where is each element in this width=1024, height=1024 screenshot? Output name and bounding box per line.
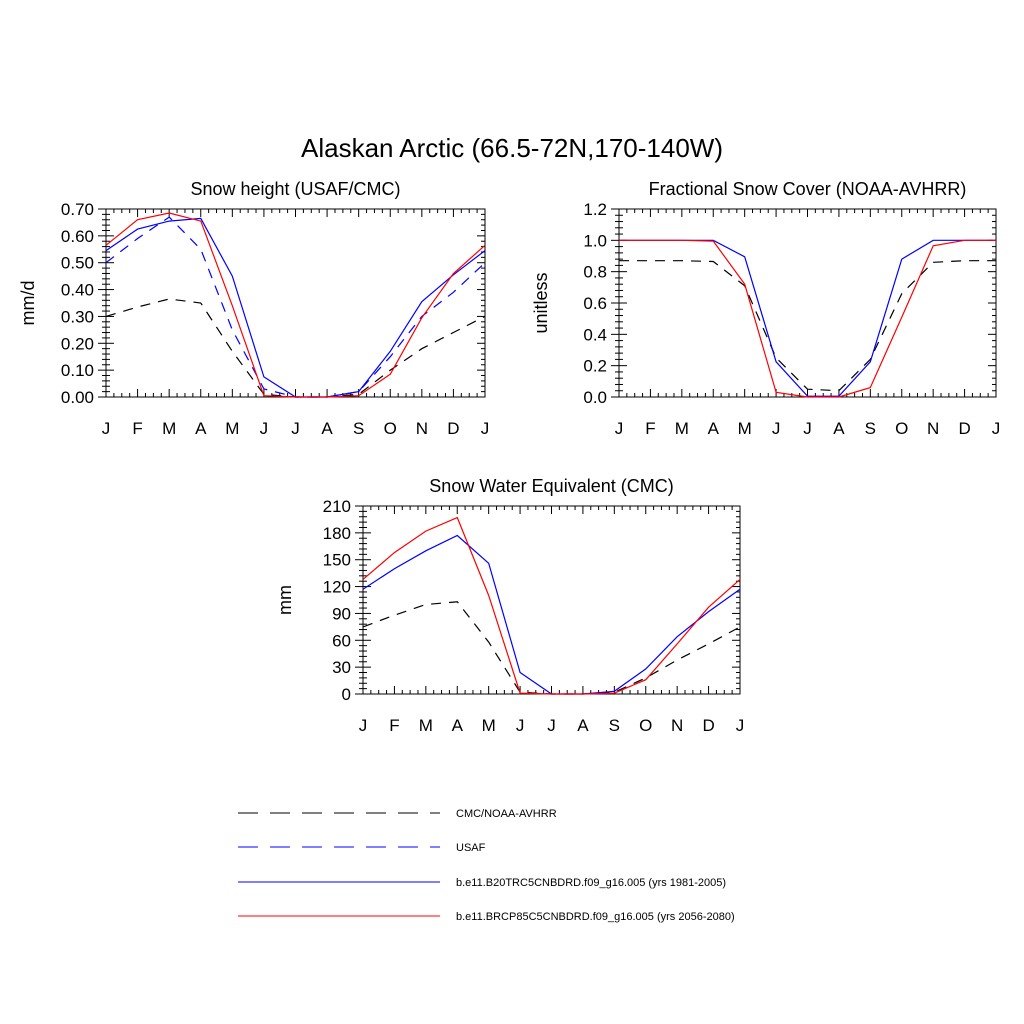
y-axis-label: mm/d <box>18 281 38 326</box>
x-tick-label: A <box>577 716 589 735</box>
x-tick-label: J <box>260 419 269 438</box>
y-tick-label: 1.0 <box>583 231 607 250</box>
x-tick-label: F <box>389 716 399 735</box>
x-tick-label: J <box>516 716 525 735</box>
x-tick-label: M <box>482 716 496 735</box>
x-tick-label: J <box>102 419 111 438</box>
x-tick-label: J <box>291 419 300 438</box>
x-tick-label: J <box>736 716 745 735</box>
series-line <box>619 239 996 397</box>
y-tick-label: 0 <box>342 685 351 704</box>
snow-cover-panel: Fractional Snow Cover (NOAA-AVHRR) unitle… <box>531 179 1000 438</box>
legend-item-cmc: CMC/NOAA-AVHRR <box>238 808 557 820</box>
y-tick-label: 150 <box>323 551 351 570</box>
panel-title: Snow Water Equivalent (CMC) <box>429 476 673 496</box>
y-tick-label: 0.30 <box>61 307 94 326</box>
y-tick-label: 120 <box>323 578 351 597</box>
legend: CMC/NOAA-AVHRR USAF b.e11.B20TRC5CNBDRD.f0… <box>238 808 735 923</box>
y-tick-label: 90 <box>332 604 351 623</box>
plot-frame <box>618 208 997 398</box>
legend-label: b.e11.BRCP85C5CNBDRD.f09_g16.005 (yrs 20… <box>456 911 735 923</box>
x-tick-label: A <box>833 419 845 438</box>
legend-label: USAF <box>456 842 486 854</box>
x-tick-label: O <box>384 419 397 438</box>
x-tick-label: A <box>708 419 720 438</box>
legend-item-future: b.e11.BRCP85C5CNBDRD.f09_g16.005 (yrs 20… <box>238 911 735 923</box>
y-tick-label: 0.8 <box>583 263 607 282</box>
plot-frame <box>362 505 741 695</box>
y-tick-label: 1.2 <box>583 200 607 219</box>
y-tick-label: 0.4 <box>583 325 607 344</box>
y-tick-label: 0.10 <box>61 361 94 380</box>
x-tick-label: D <box>702 716 714 735</box>
y-tick-label: 0.00 <box>61 388 94 407</box>
y-tick-label: 210 <box>323 497 351 516</box>
x-tick-label: J <box>992 419 1001 438</box>
y-tick-label: 0.0 <box>583 388 607 407</box>
x-tick-label: F <box>132 419 142 438</box>
x-tick-label: J <box>615 419 624 438</box>
x-tick-label: O <box>895 419 908 438</box>
y-axis-label: unitless <box>531 272 551 333</box>
series-line <box>105 212 486 398</box>
y-tick-label: 0.40 <box>61 281 94 300</box>
y-tick-label: 0.2 <box>583 357 607 376</box>
x-tick-label: D <box>447 419 459 438</box>
legend-label: b.e11.B20TRC5CNBDRD.f09_g16.005 (yrs 198… <box>456 877 726 889</box>
x-tick-label: N <box>671 716 683 735</box>
panel-title: Snow height (USAF/CMC) <box>190 179 400 199</box>
series-line <box>619 239 996 398</box>
x-tick-label: M <box>225 419 239 438</box>
x-tick-label: F <box>645 419 655 438</box>
x-tick-label: N <box>927 419 939 438</box>
y-tick-label: 180 <box>323 524 351 543</box>
x-tick-label: A <box>321 419 333 438</box>
legend-label: CMC/NOAA-AVHRR <box>456 808 557 820</box>
x-tick-label: J <box>772 419 781 438</box>
x-tick-label: M <box>675 419 689 438</box>
y-tick-label: 0.60 <box>61 227 94 246</box>
y-tick-label: 0.6 <box>583 294 607 313</box>
legend-item-hist: b.e11.B20TRC5CNBDRD.f09_g16.005 (yrs 198… <box>238 877 726 889</box>
x-tick-label: J <box>481 419 490 438</box>
x-tick-label: N <box>416 419 428 438</box>
series-line <box>105 216 486 398</box>
x-tick-label: J <box>547 716 556 735</box>
x-tick-label: M <box>419 716 433 735</box>
x-tick-label: D <box>958 419 970 438</box>
y-tick-label: 0.70 <box>61 200 94 219</box>
x-tick-label: M <box>162 419 176 438</box>
legend-item-usaf: USAF <box>238 842 486 854</box>
x-tick-label: S <box>353 419 364 438</box>
x-tick-label: A <box>195 419 207 438</box>
x-tick-label: J <box>803 419 812 438</box>
y-tick-label: 0.50 <box>61 254 94 273</box>
panel-title: Fractional Snow Cover (NOAA-AVHRR) <box>649 179 967 199</box>
series-line <box>362 534 741 695</box>
y-tick-label: 0.20 <box>61 334 94 353</box>
x-tick-label: O <box>639 716 652 735</box>
x-tick-label: A <box>452 716 464 735</box>
series-line <box>105 298 486 398</box>
y-tick-label: 60 <box>332 631 351 650</box>
series-line <box>619 260 996 392</box>
snow-height-panel: Snow height (USAF/CMC)mm/dJ F M A M J J A S O N D J0… <box>18 179 489 438</box>
series-line <box>362 516 741 695</box>
y-tick-label: 30 <box>332 658 351 677</box>
series-line <box>105 217 486 398</box>
plot-frame <box>105 208 486 398</box>
swe-panel: Snow Water Equivalent (CMC)mmJ F M A M J J A S O N… <box>275 476 744 735</box>
page-title: Alaskan Arctic (66.5-72N,170-140W) <box>301 133 723 163</box>
y-axis-label: mm <box>275 585 295 615</box>
x-tick-label: S <box>609 716 620 735</box>
x-tick-label: S <box>865 419 876 438</box>
x-tick-label: J <box>359 716 368 735</box>
series-line <box>362 601 741 695</box>
x-tick-label: M <box>738 419 752 438</box>
